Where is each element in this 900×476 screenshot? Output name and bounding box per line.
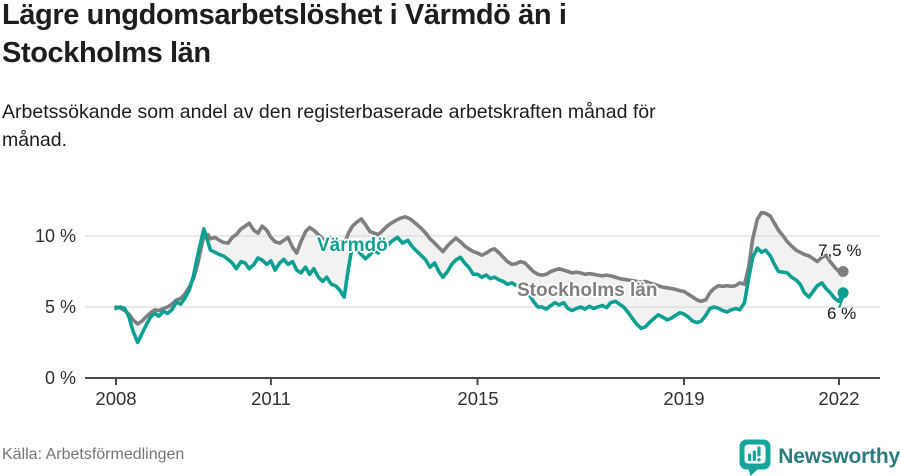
page-title: Lägre ungdomsarbetslöshet i Värmdö än i … bbox=[2, 0, 567, 69]
end-value-label-varmdo: 6 % bbox=[827, 304, 857, 323]
y-axis-label-5: 5 % bbox=[44, 297, 76, 317]
series-label-stockholms-lan: Stockholms län bbox=[517, 280, 658, 301]
newsworthy-brand-text[interactable]: Newsworthy bbox=[778, 445, 900, 468]
newsworthy-logo-icon bbox=[739, 439, 771, 476]
x-axis-label-2015: 2015 bbox=[457, 388, 499, 409]
x-axis-label-2019: 2019 bbox=[663, 388, 705, 409]
end-value-label-stockholms-lan: 7,5 % bbox=[818, 241, 862, 260]
x-axis-label-2008: 2008 bbox=[95, 388, 137, 409]
y-axis-label-10: 10 % bbox=[34, 226, 76, 246]
x-axis-label-2022: 2022 bbox=[818, 388, 860, 409]
newsworthy-logo[interactable]: Newsworthy bbox=[739, 439, 900, 476]
y-axis-label-0: 0 % bbox=[44, 368, 76, 388]
source-note: Källa: Arbetsförmedlingen bbox=[2, 446, 185, 463]
series-label-varmdo: Värmdö bbox=[317, 235, 388, 256]
chart-subtitle: Arbetssökande som andel av den registerb… bbox=[2, 101, 656, 151]
x-axis-label-2011: 2011 bbox=[251, 388, 291, 409]
